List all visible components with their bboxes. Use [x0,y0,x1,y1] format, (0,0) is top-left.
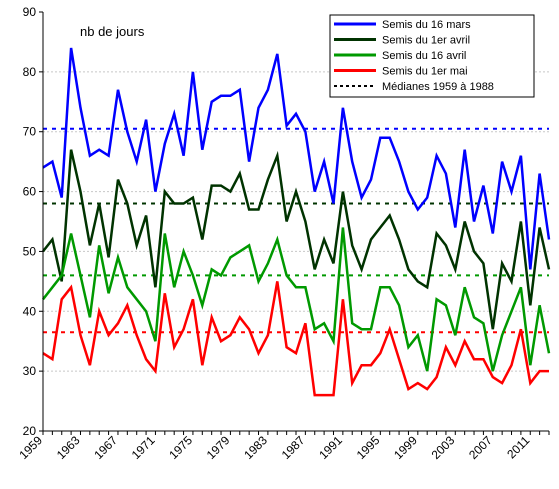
x-tick-label: 1967 [91,433,120,462]
y-tick-label: 40 [23,304,37,318]
y-tick-label: 20 [23,424,37,438]
legend-label: Semis du 1er mai [382,66,468,78]
y-tick-label: 70 [23,125,37,139]
y-tick-label: 60 [23,185,37,199]
x-tick-label: 1983 [241,433,270,462]
x-tick-label: 1959 [16,433,45,462]
x-tick-label: 2011 [504,433,532,461]
legend-label-median: Médianes 1959 à 1988 [382,81,494,93]
x-tick-label: 2003 [429,433,458,462]
series-line-3 [42,227,551,372]
x-tick-label: 1979 [204,433,233,462]
legend-label: Semis du 16 avril [382,50,466,62]
legend-label: Semis du 16 mars [382,19,471,31]
series-line-2 [42,149,551,330]
median-lines [43,127,549,334]
y-tick-label: 80 [23,65,37,79]
series-line-4 [42,281,549,397]
annotation-nb-de-jours: nb de jours [80,24,145,39]
x-tick-label: 1995 [354,433,383,462]
y-tick-label: 30 [23,364,37,378]
x-tick-label: 1971 [129,433,158,462]
series-lines [42,47,551,397]
legend-label: Semis du 1er avril [382,35,470,47]
series-line-1 [42,47,551,270]
x-tick-label: 1991 [316,433,345,462]
x-tick-label: 1987 [279,433,308,462]
y-tick-label: 90 [23,5,37,19]
x-tick-label: 1963 [54,433,83,462]
x-tick-label: 1975 [166,433,195,462]
x-tick-label: 2007 [466,433,495,462]
legend: Semis du 16 mars Semis du 1er avril Semis … [329,14,535,98]
y-tick-label: 50 [23,244,37,258]
x-tick-label: 1999 [391,433,420,462]
